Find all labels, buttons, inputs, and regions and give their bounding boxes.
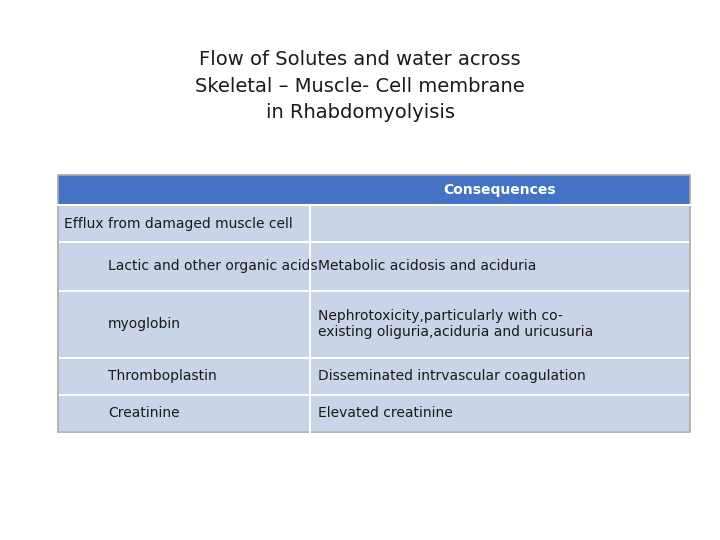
- Bar: [58, 242, 310, 291]
- Text: Elevated creatinine: Elevated creatinine: [318, 407, 453, 421]
- Text: Flow of Solutes and water across
Skeletal – Muscle- Cell membrane
in Rhabdomyoly: Flow of Solutes and water across Skeleta…: [195, 50, 525, 122]
- Bar: [310, 205, 690, 242]
- Bar: [310, 242, 690, 291]
- Bar: [58, 175, 690, 205]
- Text: Efflux from damaged muscle cell: Efflux from damaged muscle cell: [64, 217, 293, 231]
- Bar: [310, 395, 690, 432]
- Text: Disseminated intrvascular coagulation: Disseminated intrvascular coagulation: [318, 369, 586, 383]
- Bar: [58, 291, 310, 357]
- Bar: [310, 291, 690, 357]
- Text: Metabolic acidosis and aciduria: Metabolic acidosis and aciduria: [318, 259, 536, 273]
- Text: myoglobin: myoglobin: [108, 317, 181, 331]
- Text: Thromboplastin: Thromboplastin: [108, 369, 217, 383]
- Bar: [58, 395, 310, 432]
- Bar: [58, 357, 310, 395]
- Text: Creatinine: Creatinine: [108, 407, 179, 421]
- Bar: [58, 175, 690, 432]
- Text: Nephrotoxicity,particularly with co-
existing oliguria,aciduria and uricusuria: Nephrotoxicity,particularly with co- exi…: [318, 309, 593, 339]
- Bar: [58, 205, 310, 242]
- Text: Consequences: Consequences: [444, 183, 557, 197]
- Text: Lactic and other organic acids: Lactic and other organic acids: [108, 259, 318, 273]
- Bar: [310, 357, 690, 395]
